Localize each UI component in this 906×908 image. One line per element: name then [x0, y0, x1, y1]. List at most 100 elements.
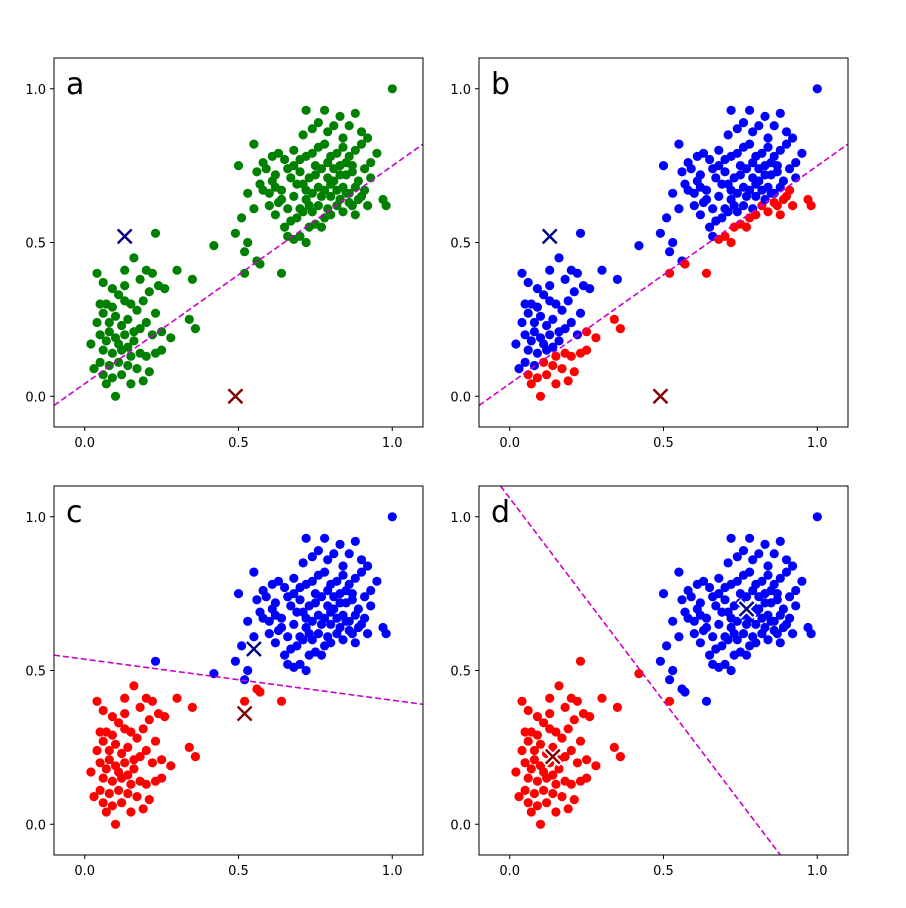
data-point [732, 576, 742, 586]
data-point [532, 284, 543, 294]
data-point [778, 622, 789, 633]
data-point [560, 324, 570, 334]
data-point [535, 819, 546, 829]
data-point [695, 170, 706, 180]
data-point [781, 555, 792, 565]
data-point [665, 247, 675, 257]
data-point [126, 299, 136, 309]
data-point [612, 274, 623, 284]
data-point [341, 188, 351, 198]
data-point [276, 268, 287, 278]
data-point [523, 277, 533, 288]
data-point [304, 201, 314, 211]
data-point [763, 207, 773, 217]
data-point [280, 582, 290, 593]
data-point [674, 632, 684, 642]
data-point [542, 320, 552, 331]
points-c [86, 512, 397, 829]
data-point [190, 324, 200, 334]
data-point [683, 613, 693, 623]
data-point [723, 207, 733, 217]
data-point [98, 798, 108, 808]
data-point [532, 776, 543, 786]
data-point [347, 161, 357, 171]
data-point [123, 314, 133, 324]
data-point [126, 379, 136, 389]
data-point [763, 635, 773, 645]
data-point [523, 308, 533, 318]
data-point [147, 696, 157, 706]
data-point [548, 314, 558, 324]
data-point [387, 512, 397, 522]
data-point [98, 308, 108, 318]
data-point [92, 317, 102, 328]
data-point [735, 589, 746, 599]
data-point [129, 681, 139, 691]
data-point [772, 201, 782, 211]
data-point [511, 339, 521, 349]
data-point [668, 237, 678, 248]
data-point [363, 201, 373, 211]
data-point [280, 154, 290, 165]
data-point [548, 342, 558, 352]
data-point [711, 173, 721, 183]
data-point [270, 182, 280, 192]
data-point [289, 191, 299, 201]
data-point [110, 739, 121, 749]
data-point [301, 105, 311, 115]
data-point [356, 127, 367, 137]
data-point [566, 745, 576, 756]
data-point [701, 268, 712, 278]
data-point [172, 265, 182, 275]
x-tick-label: 0.0 [74, 864, 95, 879]
data-point [563, 724, 573, 734]
data-point [270, 610, 280, 620]
data-point [717, 641, 727, 651]
data-point [335, 111, 345, 121]
data-point [270, 638, 280, 648]
data-point [674, 139, 684, 149]
data-point [126, 779, 136, 789]
data-point [732, 188, 742, 198]
data-point [350, 210, 360, 220]
y-tick-label: 0.0 [450, 390, 471, 405]
data-point [526, 379, 536, 389]
data-point [514, 792, 524, 802]
data-point [135, 752, 145, 762]
data-point [745, 533, 755, 543]
data-point [184, 314, 194, 324]
data-point [120, 281, 130, 291]
data-point [249, 567, 259, 577]
data-point [572, 758, 583, 768]
data-point [569, 795, 579, 805]
data-point [766, 170, 776, 180]
data-point [89, 792, 99, 802]
data-point [313, 118, 323, 128]
data-point [655, 228, 666, 238]
data-point [270, 170, 280, 180]
data-point [289, 573, 299, 583]
data-point [729, 201, 739, 211]
data-point [532, 373, 543, 383]
data-point [243, 188, 253, 198]
data-point [634, 241, 644, 251]
data-point [745, 139, 755, 149]
x-tick-label: 0.5 [653, 436, 674, 451]
panel-label: b [491, 67, 510, 102]
data-point [107, 730, 117, 740]
data-point [243, 616, 253, 626]
data-point [634, 669, 644, 679]
y-tick-label: 1.0 [450, 511, 471, 526]
data-point [86, 767, 96, 777]
data-point [563, 804, 573, 814]
data-point [741, 222, 752, 232]
data-point [520, 357, 530, 367]
data-point [560, 274, 570, 284]
data-point [144, 795, 154, 805]
data-point [757, 576, 767, 586]
data-point [572, 696, 583, 706]
data-point [526, 807, 536, 817]
data-point [677, 595, 687, 605]
data-point [548, 788, 558, 799]
data-point [729, 629, 739, 639]
